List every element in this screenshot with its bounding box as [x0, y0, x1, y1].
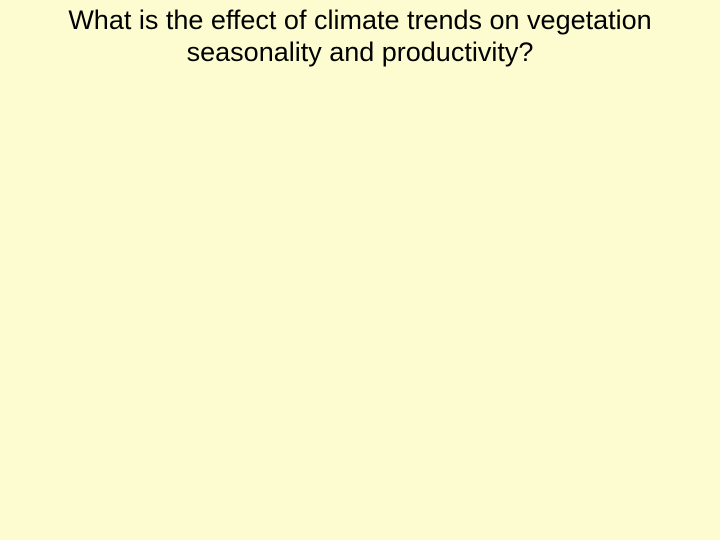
slide: What is the effect of climate trends on … — [0, 0, 720, 540]
slide-title: What is the effect of climate trends on … — [0, 0, 720, 69]
